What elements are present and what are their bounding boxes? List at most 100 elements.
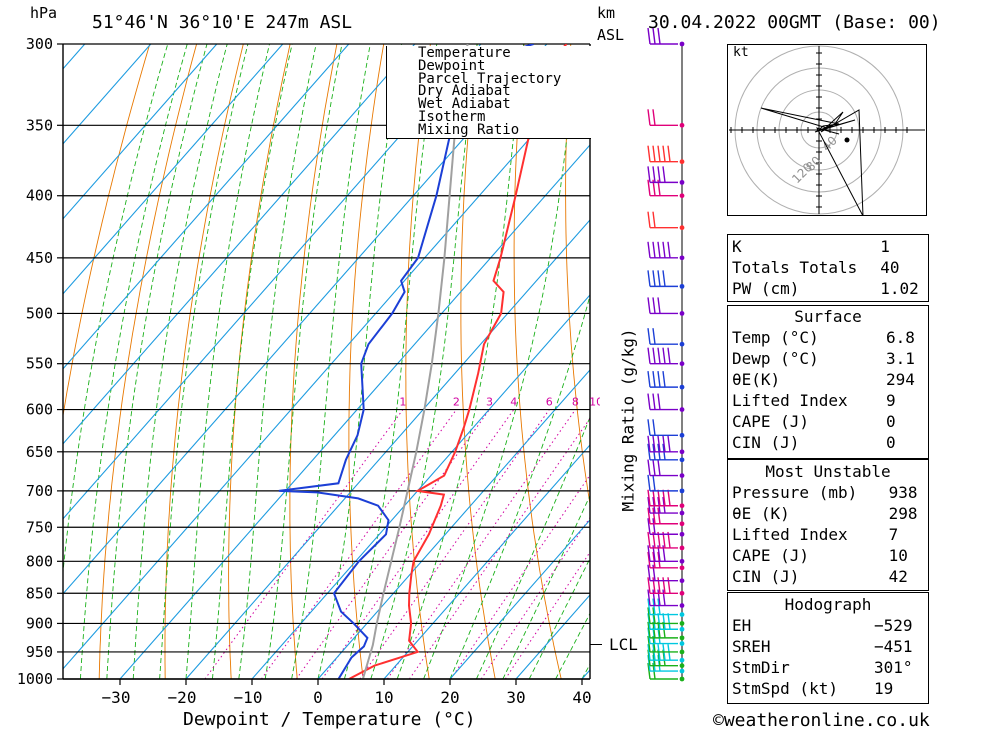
table-row: Temp (°C) 6.8 [728,327,928,348]
table-row: PW (cm) 1.02 [728,278,928,299]
index-value: 10 [888,546,908,565]
hodograph-trace [760,107,864,216]
index-label: Dewp (°C) [732,349,819,368]
index-value: 42 [888,567,908,586]
table-row: Dewp (°C) 3.1 [728,348,928,369]
wind-barb-flag [647,270,651,287]
index-label: SREH [732,637,771,656]
wind-barb-flag [667,145,671,162]
isotherm-line [581,669,590,679]
wind-barb [647,489,678,507]
wind-barb-flag [657,589,661,606]
wind-barb-flag [662,435,666,452]
wind-barb-flag [652,577,656,594]
index-value: 0 [886,412,896,431]
index-label: Temp (°C) [732,328,819,347]
wind-barb-flag [662,145,666,162]
hodograph-storm-motion [844,137,850,143]
table-row: CAPE (J) 10 [728,545,928,566]
wind-barb-flag [647,577,651,594]
wet-adiabat-line [63,44,169,576]
wind-barb [647,109,678,127]
wind-barb-flag [647,297,651,314]
index-value: 0 [886,433,896,452]
wind-barb-flag [662,489,666,506]
mixing-ratio-label: 1 [399,396,406,409]
index-label: Lifted Index [732,525,848,544]
hodograph-unit-label: kt [733,45,749,60]
chart-legend [386,46,591,139]
wind-barb-flag [647,496,651,514]
mixing-ratio-axis-label: Mixing Ratio (g/kg) [618,328,638,512]
wind-level-dot [679,531,685,537]
wind-barb-flag [657,459,661,476]
wind-level-dot [679,407,685,412]
wind-barb-flag [652,489,656,506]
mixing-ratio-label: 6 [546,396,553,409]
dry-adiabat-line [228,44,291,679]
isotherm-line [251,294,590,679]
index-label: StmDir [732,658,790,677]
hpa-unit-label: hPa [30,4,58,22]
wind-barb [647,551,678,569]
wind-barb-flag [662,589,666,606]
wind-barb-flag [647,109,651,126]
x-tick-label: −20 [168,688,197,707]
section-title: Surface [794,307,862,326]
mixing-ratio-label: 4 [510,396,517,409]
wind-barb-flag [657,270,661,287]
wind-barb [647,211,678,229]
index-label: Pressure (mb) [732,483,858,502]
wind-barb-flag [662,613,666,630]
legend-entry: Isotherm [418,109,486,125]
wind-barb-flag [662,496,666,514]
wind-level-dot [679,590,685,596]
wind-level-dot [679,668,685,674]
wind-barb-flag [647,347,651,364]
copyright-text: ©weatheronline.co.uk [713,710,930,731]
wind-barb-flag [647,598,651,615]
wind-barb-flag [667,577,671,594]
wind-barb [647,627,678,645]
wind-level-dot [679,612,685,617]
wind-barb-flag [652,297,656,314]
indices-most-unstable-table: Most Unstable Pressure (mb) 938 θE (K) 298… [728,461,928,587]
isotherm-line [63,44,416,445]
wind-level-dot [679,225,685,231]
wind-level-dot [679,626,685,632]
wind-barb-flag [647,518,651,535]
dry-adiabat-line [513,44,562,679]
indices-surface-table: Surface Temp (°C) 6.8 Dewp (°C) 3.1 θE(K) 2… [728,306,928,453]
wind-level-dot [679,341,685,347]
wind-level-dot [679,603,685,608]
wind-barb-flag [667,435,671,452]
index-value: 301° [874,658,913,677]
parcel-trajectory-line [361,44,469,679]
wind-barb [647,598,678,616]
wind-barb-flag [652,507,656,524]
location-title: 51°46'N 36°10'E 247m ASL [92,12,353,33]
wind-barb-flag [647,531,651,549]
wind-barb-flag [647,589,651,606]
isotherm-line [119,144,590,679]
wind-barb-flag [647,489,651,506]
pressure-tick-label: 650 [26,443,53,461]
wind-barb-flag [647,371,651,388]
pressure-tick-label: 350 [26,116,53,134]
mixing-ratio-label: 8 [572,396,579,409]
lcl-marker [590,644,602,645]
wind-barb-flag [647,145,651,162]
legend-entry: Temperature [418,45,511,61]
pressure-tick-label: 800 [26,552,53,570]
wind-barb-flag [652,419,656,436]
wind-barb-flag [667,347,671,364]
indices-hodograph-box: Hodograph EH −529 SREH −451 StmDir 301° Stm… [727,592,929,704]
wind-barb-flag [667,613,671,630]
wind-barb [647,589,678,607]
wind-barb-flag [662,241,666,258]
wind-barb [647,507,678,525]
pressure-tick-label: 750 [26,518,53,536]
table-row: Pressure (mb) 938 [728,482,928,503]
